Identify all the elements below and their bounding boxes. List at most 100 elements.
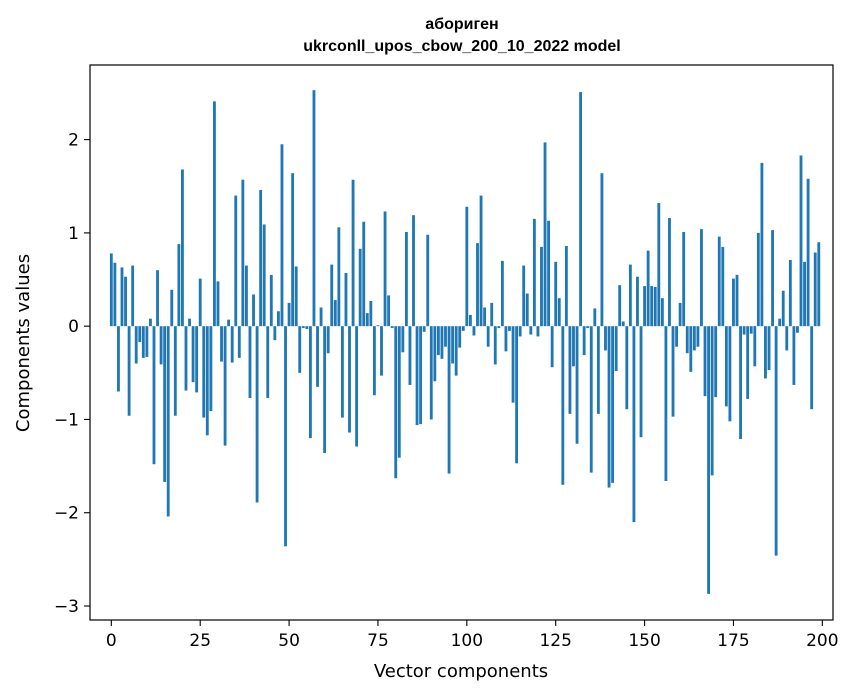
bar-105: [483, 307, 487, 327]
bar-187: [774, 326, 778, 556]
bar-156: [664, 326, 668, 482]
bar-50: [287, 302, 291, 327]
bar-99: [461, 326, 465, 331]
bar-16: [166, 326, 170, 517]
plot-frame: [89, 64, 834, 621]
bar-82: [401, 326, 405, 353]
bar-20: [181, 169, 184, 327]
bar-178: [742, 326, 746, 335]
bar-14: [159, 326, 163, 365]
bar-128: [564, 245, 568, 327]
bar-116: [522, 265, 526, 327]
bar-129: [568, 326, 572, 414]
bar-158: [671, 326, 675, 417]
bar-155: [660, 298, 664, 327]
bar-67: [348, 326, 351, 433]
bar-164: [692, 326, 696, 351]
bar-52: [294, 266, 298, 327]
bar-7: [134, 326, 138, 364]
bar-10: [145, 326, 149, 357]
bar-24: [195, 326, 199, 393]
bar-103: [476, 243, 479, 327]
bar-5: [127, 326, 131, 416]
bar-191: [788, 259, 792, 327]
x-axis-label: Vector components: [374, 661, 548, 682]
bar-32: [223, 326, 227, 446]
bar-65: [340, 326, 344, 418]
bar-18: [173, 326, 177, 416]
bar-182: [756, 232, 760, 327]
bar-132: [579, 92, 583, 327]
bar-145: [625, 326, 629, 410]
bar-117: [525, 293, 529, 327]
bar-1: [113, 262, 117, 327]
bar-72: [365, 313, 369, 327]
y-tick-label: 1: [68, 224, 79, 244]
bar-15: [163, 326, 167, 482]
bar-12: [152, 326, 156, 465]
bar-115: [518, 326, 522, 337]
bar-71: [362, 221, 366, 327]
chart-title: абориген: [425, 16, 498, 33]
bar-63: [333, 300, 337, 327]
bar-147: [632, 326, 636, 523]
bar-23: [191, 326, 195, 383]
bar-31: [220, 326, 223, 362]
bar-29: [213, 101, 216, 327]
bar-70: [358, 248, 362, 327]
bar-196: [806, 178, 810, 327]
bar-184: [764, 326, 767, 379]
bar-55: [305, 326, 309, 329]
bar-48: [280, 144, 284, 327]
bar-183: [760, 162, 764, 327]
bar-166: [700, 229, 703, 327]
bar-45: [269, 274, 273, 327]
bar-87: [419, 326, 423, 425]
bar-62: [330, 264, 334, 327]
bar-68: [351, 179, 355, 327]
bar-122: [543, 142, 547, 327]
bar-140: [607, 326, 611, 488]
bar-54: [301, 326, 305, 329]
bar-133: [582, 326, 586, 356]
bar-88: [422, 326, 426, 332]
bar-162: [685, 326, 689, 354]
bar-19: [177, 244, 181, 327]
bar-46: [273, 326, 277, 341]
chart-subtitle: ukrconll_upos_cbow_200_10_2022 model: [303, 38, 620, 55]
bar-100: [465, 206, 469, 327]
bar-146: [628, 264, 632, 327]
bar-142: [614, 326, 618, 371]
bar-121: [540, 246, 543, 327]
bar-84: [408, 326, 412, 385]
bar-77: [383, 211, 387, 327]
bar-136: [593, 308, 597, 327]
bar-4: [124, 276, 127, 327]
bar-49: [284, 326, 287, 547]
bar-17: [170, 289, 174, 327]
bar-149: [639, 326, 643, 438]
bar-35: [234, 195, 238, 327]
bar-94: [444, 326, 447, 347]
bar-151: [646, 250, 650, 327]
bar-33: [227, 319, 231, 327]
bar-21: [184, 326, 188, 391]
bar-92: [436, 326, 440, 356]
bar-198: [813, 252, 817, 327]
bar-192: [792, 326, 796, 385]
bar-195: [803, 261, 806, 327]
bar-0: [109, 253, 113, 327]
bar-53: [298, 326, 302, 373]
y-axis-label: Components values: [13, 254, 34, 432]
bar-41: [255, 326, 259, 503]
bar-125: [554, 261, 558, 327]
bar-42: [259, 189, 263, 327]
bar-47: [276, 311, 280, 327]
bar-165: [696, 326, 700, 347]
bar-154: [657, 203, 661, 327]
bar-93: [440, 326, 444, 359]
bar-95: [447, 326, 451, 474]
bar-188: [778, 318, 782, 327]
bar-69: [355, 326, 359, 447]
